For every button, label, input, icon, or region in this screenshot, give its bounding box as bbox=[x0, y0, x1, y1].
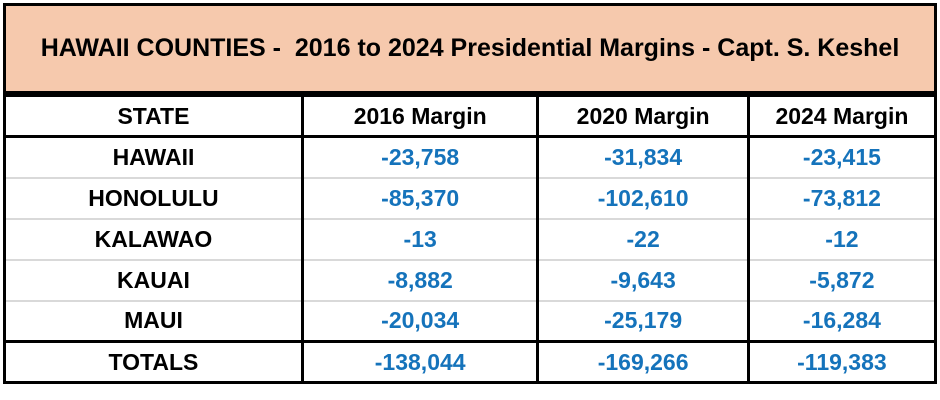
state-cell: MAUI bbox=[3, 299, 304, 343]
column-header-2016: 2016 Margin bbox=[300, 94, 540, 138]
column-header-2020: 2020 Margin bbox=[536, 94, 750, 138]
totals-2020-cell: -169,266 bbox=[536, 340, 750, 384]
page-title: HAWAII COUNTIES - 2016 to 2024 President… bbox=[40, 34, 900, 62]
margin-2016-cell: -8,882 bbox=[300, 258, 540, 302]
totals-2016-cell: -138,044 bbox=[300, 340, 540, 384]
table-header-row: STATE 2016 Margin 2020 Margin 2024 Margi… bbox=[3, 94, 938, 138]
totals-row: TOTALS -138,044 -169,266 -119,383 bbox=[3, 340, 938, 384]
margin-2020-cell: -25,179 bbox=[536, 299, 750, 343]
margins-table: STATE 2016 Margin 2020 Margin 2024 Margi… bbox=[3, 94, 938, 384]
totals-label-cell: TOTALS bbox=[3, 340, 304, 384]
margin-2024-cell: -12 bbox=[746, 217, 938, 261]
margin-2020-cell: -31,834 bbox=[536, 135, 750, 179]
state-cell: KAUAI bbox=[3, 258, 304, 302]
margin-2024-cell: -16,284 bbox=[746, 299, 938, 343]
table-row: KAUAI -8,882 -9,643 -5,872 bbox=[3, 258, 938, 302]
table-row: MAUI -20,034 -25,179 -16,284 bbox=[3, 299, 938, 343]
table-row: HAWAII -23,758 -31,834 -23,415 bbox=[3, 135, 938, 179]
margin-2016-cell: -13 bbox=[300, 217, 540, 261]
column-header-2024: 2024 Margin bbox=[746, 94, 938, 138]
margin-2024-cell: -23,415 bbox=[746, 135, 938, 179]
title-banner: HAWAII COUNTIES - 2016 to 2024 President… bbox=[3, 3, 937, 94]
table-row: HONOLULU -85,370 -102,610 -73,812 bbox=[3, 176, 938, 220]
state-cell: KALAWAO bbox=[3, 217, 304, 261]
table-row: KALAWAO -13 -22 -12 bbox=[3, 217, 938, 261]
margin-2020-cell: -9,643 bbox=[536, 258, 750, 302]
margin-2024-cell: -5,872 bbox=[746, 258, 938, 302]
margin-2016-cell: -23,758 bbox=[300, 135, 540, 179]
state-cell: HONOLULU bbox=[3, 176, 304, 220]
margin-2020-cell: -22 bbox=[536, 217, 750, 261]
margin-2020-cell: -102,610 bbox=[536, 176, 750, 220]
column-header-state: STATE bbox=[3, 94, 304, 138]
margin-2024-cell: -73,812 bbox=[746, 176, 938, 220]
margin-2016-cell: -85,370 bbox=[300, 176, 540, 220]
totals-2024-cell: -119,383 bbox=[746, 340, 938, 384]
state-cell: HAWAII bbox=[3, 135, 304, 179]
margin-2016-cell: -20,034 bbox=[300, 299, 540, 343]
